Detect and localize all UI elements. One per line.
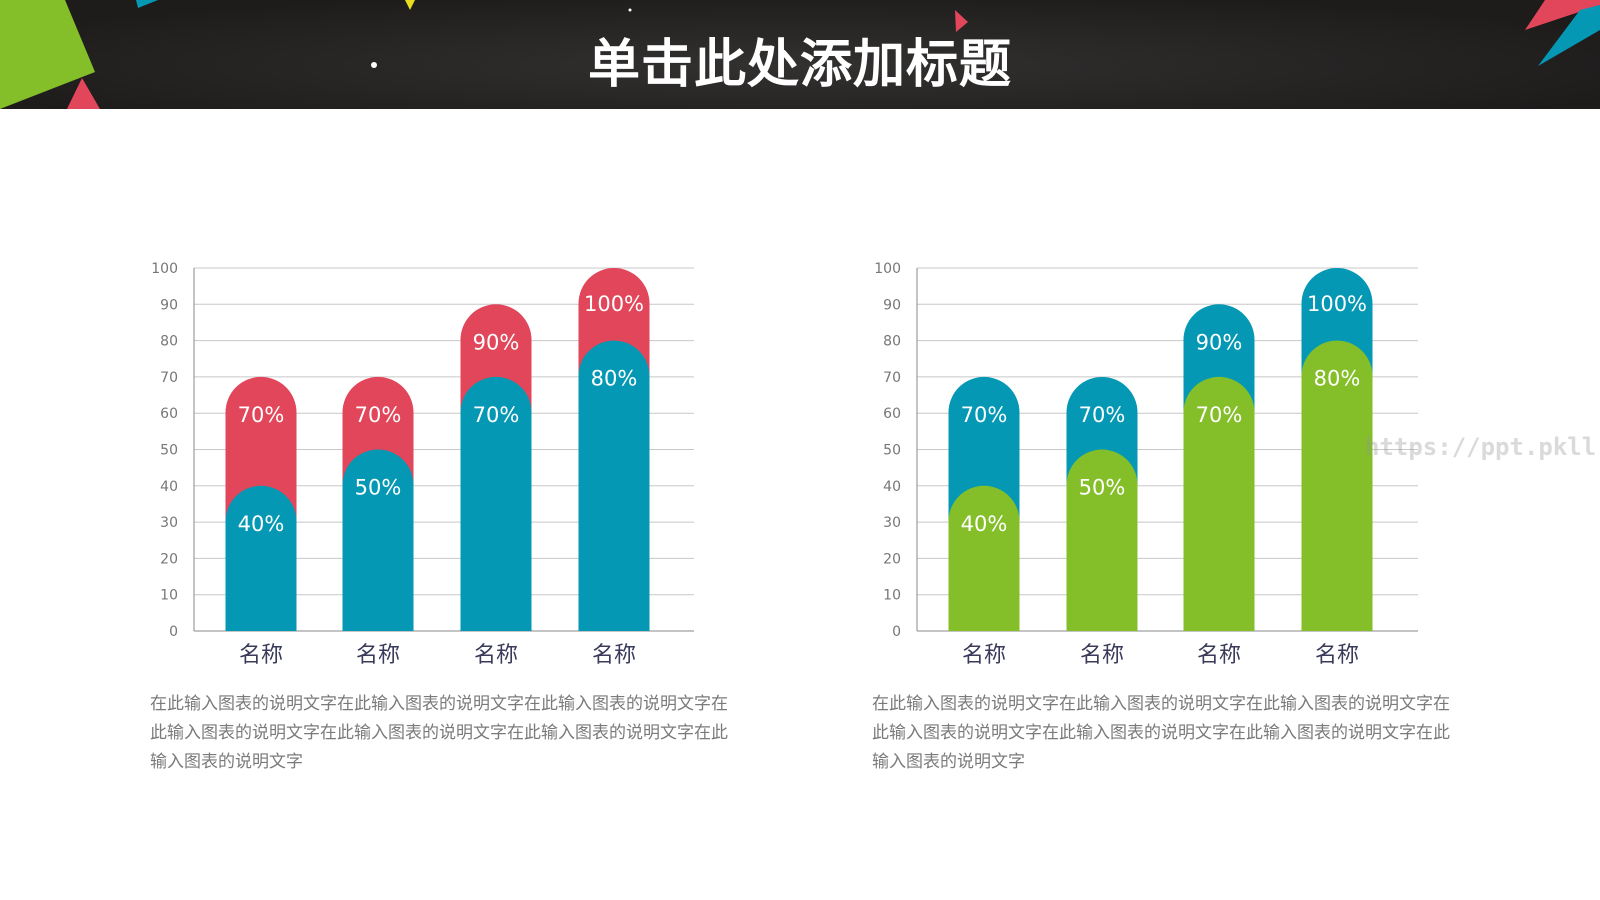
teal-triangle-shape (1538, 5, 1600, 66)
page-title[interactable]: 单击此处添加标题 (587, 35, 1012, 95)
y-tick-label: 10 (160, 588, 178, 604)
y-tick-label: 60 (883, 406, 901, 422)
x-tick-label: 名称 (1197, 643, 1241, 668)
y-tick-label: 30 (883, 515, 901, 531)
x-tick-label: 名称 (239, 643, 283, 668)
data-label: 90% (1196, 330, 1243, 354)
y-tick-label: 20 (160, 551, 178, 567)
y-tick-label: 0 (892, 624, 901, 640)
bar-inner (225, 485, 297, 631)
y-tick-label: 0 (169, 624, 178, 640)
data-label: 100% (1307, 292, 1367, 316)
y-tick-label: 90 (883, 297, 901, 313)
data-label: 80% (1314, 367, 1361, 391)
y-tick-label: 80 (883, 334, 901, 350)
chart-left-description: 在此输入图表的说明文字在此输入图表的说明文字在此输入图表的说明文字在此输入图表的… (150, 694, 728, 772)
y-tick-label: 70 (160, 370, 178, 386)
data-label: 70% (1196, 403, 1243, 427)
bar-inner (1183, 376, 1255, 631)
y-tick-label: 40 (883, 479, 901, 495)
bar-inner (342, 449, 414, 631)
data-label: 80% (591, 367, 638, 391)
y-tick-label: 100 (151, 261, 178, 277)
data-label: 90% (473, 330, 520, 354)
y-tick-label: 70 (883, 370, 901, 386)
y-tick-label: 50 (883, 443, 901, 459)
red-triangle-shape (955, 10, 968, 32)
data-label: 50% (355, 476, 402, 500)
red-triangle-shape (67, 78, 100, 109)
y-tick-label: 50 (160, 443, 178, 459)
y-tick-label: 20 (883, 551, 901, 567)
y-tick-label: 60 (160, 406, 178, 422)
decorative-triangles (0, 0, 1600, 109)
teal-triangle-shape (136, 0, 158, 8)
x-tick-label: 名称 (474, 643, 518, 668)
bar-inner (948, 485, 1020, 631)
bar-inner (578, 340, 650, 631)
data-label: 40% (238, 512, 285, 536)
chart-left: 0 10 20 30 40 50 60 70 80 90 100 70% 70% 90% 100% 40% 50… (151, 261, 694, 668)
y-tick-label: 90 (160, 297, 178, 313)
bar-inner (1301, 340, 1373, 631)
title-banner: 单击此处添加标题 (0, 0, 1600, 109)
data-label: 100% (584, 292, 644, 316)
data-label: 50% (1079, 476, 1126, 500)
watermark: https://ppt.pkll.de (1365, 433, 1600, 461)
x-tick-label: 名称 (1315, 643, 1359, 668)
chart-right-description: 在此输入图表的说明文字在此输入图表的说明文字在此输入图表的说明文字在此输入图表的… (872, 694, 1450, 772)
yellow-triangle-shape (405, 0, 415, 10)
x-tick-label: 名称 (356, 643, 400, 668)
data-label: 70% (1079, 403, 1126, 427)
data-label: 70% (961, 403, 1008, 427)
y-tick-label: 80 (160, 334, 178, 350)
green-triangle-shape (0, 0, 95, 109)
x-tick-label: 名称 (1080, 643, 1124, 668)
dot-shape (371, 62, 377, 68)
red-triangle-shape (1525, 0, 1600, 30)
y-tick-label: 40 (160, 479, 178, 495)
y-tick-label: 10 (883, 588, 901, 604)
data-label: 40% (961, 512, 1008, 536)
data-label: 70% (473, 403, 520, 427)
data-label: 70% (238, 403, 285, 427)
bar-inner (460, 376, 532, 631)
dot-shape (628, 8, 632, 12)
data-label: 70% (355, 403, 402, 427)
bar-inner (1066, 449, 1138, 631)
x-tick-label: 名称 (592, 643, 636, 668)
y-tick-label: 100 (874, 261, 901, 277)
x-tick-label: 名称 (962, 643, 1006, 668)
y-tick-label: 30 (160, 515, 178, 531)
